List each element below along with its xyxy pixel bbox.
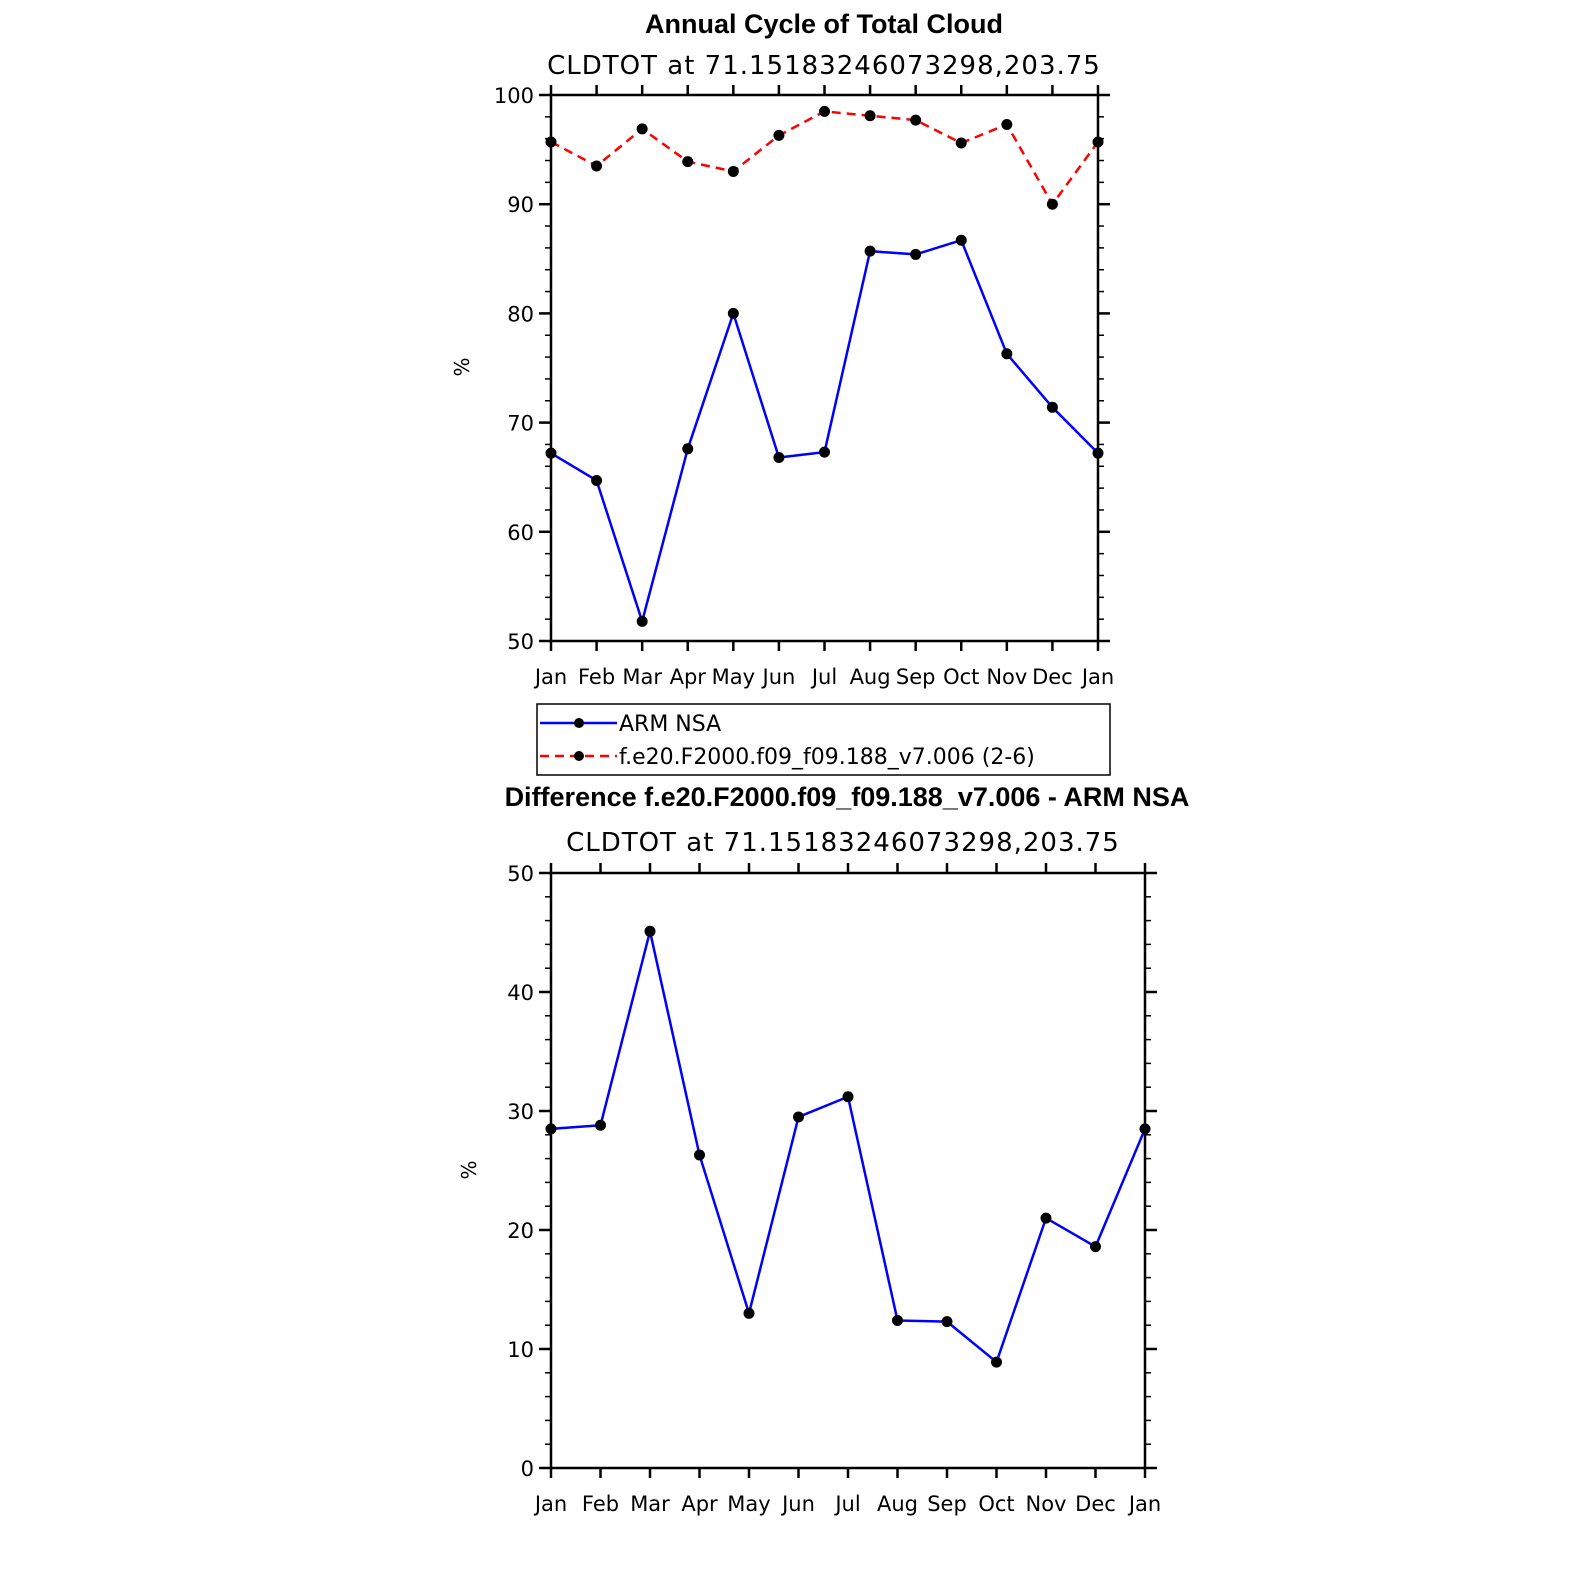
chart2-x-tick-label: Sep	[927, 1492, 967, 1516]
chart1-legend: ARM NSA f.e20.F2000.f09_f09.188_v7.006 (…	[536, 703, 1111, 776]
chart2-y-tick-label: 10	[507, 1338, 534, 1362]
chart1-plot-frame	[549, 93, 1100, 643]
chart1-series-1-point	[910, 114, 922, 126]
chart1-series-1-point	[727, 165, 739, 177]
chart1-series-1-point	[773, 129, 785, 141]
chart2-y-tick-label: 30	[507, 1100, 534, 1124]
chart1-x-tick-label: Nov	[986, 665, 1027, 689]
legend-label-arm-nsa: ARM NSA	[619, 712, 721, 737]
chart2-series-0-point	[991, 1356, 1002, 1368]
chart2-x-tick-label: Oct	[978, 1492, 1014, 1516]
chart1-series-0-point	[1092, 447, 1104, 459]
chart1-series-0-point	[682, 443, 694, 455]
chart1-series-1-point	[1092, 136, 1104, 148]
legend-marker-model	[574, 751, 584, 761]
chart2-y-tick-label: 50	[507, 862, 534, 886]
chart2-series-0-point	[595, 1119, 606, 1131]
chart2-y-tick-label: 20	[507, 1219, 534, 1243]
chart1-series-1-point	[591, 160, 603, 172]
chart1-y-tick-label: 70	[507, 412, 534, 436]
chart2-series-0-point	[694, 1149, 705, 1161]
chart1-series-1-point	[955, 137, 967, 149]
chart2-x-tick-label: Apr	[681, 1492, 718, 1516]
chart1-y-tick-label: 60	[507, 521, 534, 545]
chart1-x-tick-label: May	[712, 665, 755, 689]
chart2-plot: Jan Feb Mar Apr May Jun Jul Aug Sep Oct Nov Dec Jan 0…	[507, 862, 1161, 1516]
chart2-title: Difference f.e20.F2000.f09_f09.188_v7.00…	[505, 782, 1190, 812]
chart1-series-1-point	[682, 156, 694, 168]
legend-label-model: f.e20.F2000.f09_f09.188_v7.006 (2-6)	[619, 745, 1035, 770]
chart2-plot-frame	[549, 871, 1147, 1470]
chart1-series-0-point	[545, 447, 557, 459]
chart2-x-tick-label: Mar	[630, 1492, 670, 1516]
chart2-series-0-line	[550, 930, 1147, 1364]
chart1-series-0-point	[1046, 401, 1058, 413]
chart1-series-1-point	[1046, 198, 1058, 210]
chart1-plot: Jan Feb Mar Apr May Jun Jul Aug Sep Oct Nov Dec Jan 5…	[494, 84, 1114, 689]
chart2-y-axis-label: %	[457, 1160, 481, 1179]
chart1-y-axis-label: %	[450, 357, 474, 376]
chart1-x-tick-label: Jan	[1080, 665, 1114, 689]
chart2-series-0-point	[842, 1091, 854, 1103]
chart1-x-tick-label: Feb	[578, 665, 615, 689]
chart2-x-tick-label: Jun	[780, 1492, 815, 1516]
chart1-x-tick-label: Jan	[533, 665, 567, 689]
chart2-x-tick-label: Jul	[833, 1492, 860, 1516]
chart1-x-tick-label: Sep	[896, 665, 936, 689]
chart2-x-tick-label: May	[727, 1492, 770, 1516]
chart1-series-0-point	[773, 452, 785, 464]
chart1-title: Annual Cycle of Total Cloud	[645, 9, 1003, 39]
chart2-subtitle: CLDTOT at 71.15183246073298,203.75	[566, 828, 1120, 858]
chart2-x-tick-label: Nov	[1026, 1492, 1067, 1516]
chart1-series-0-point	[910, 248, 922, 260]
chart1-series-1-point	[1001, 118, 1013, 130]
chart1-series-0-point	[591, 474, 603, 486]
chart1-y-tick-label: 90	[507, 193, 534, 217]
chart2-series-0-point	[1139, 1123, 1151, 1135]
chart2-series-0-point	[644, 925, 656, 937]
chart1-x-tick-label: Dec	[1032, 665, 1073, 689]
chart2-y-tick-label: 40	[507, 981, 534, 1005]
chart2-x-tick-label: Jan	[533, 1492, 567, 1516]
chart2-x-tick-label: Dec	[1075, 1492, 1116, 1516]
chart1-series-0-point	[636, 615, 648, 627]
chart1-x-tick-label: Jun	[761, 665, 796, 689]
chart1-series-0-point	[819, 446, 830, 458]
chart2-series-0-point	[793, 1111, 804, 1123]
chart1-series-1-point	[819, 105, 830, 117]
chart2-series-0-point	[941, 1316, 953, 1328]
chart2-series-0-point	[743, 1307, 755, 1319]
chart1-x-tick-label: Jul	[810, 665, 837, 689]
legend-marker-arm-nsa	[574, 718, 584, 728]
chart1-series-1-point	[636, 123, 648, 135]
chart1-series-0-point	[1001, 348, 1013, 360]
chart1-series-1-point	[545, 136, 557, 148]
chart1-series-0-point	[727, 307, 739, 319]
chart1-subtitle: CLDTOT at 71.15183246073298,203.75	[547, 51, 1101, 81]
chart1-y-tick-label: 100	[494, 84, 534, 108]
chart1-y-tick-label: 50	[507, 630, 534, 654]
chart1-series-0-point	[864, 245, 876, 257]
chart1-y-tick-label: 80	[507, 302, 534, 326]
chart2-series-0-point	[545, 1123, 557, 1135]
chart1-x-tick-label: Apr	[670, 665, 707, 689]
chart1-x-tick-label: Mar	[622, 665, 662, 689]
chart1-x-tick-label: Aug	[850, 665, 891, 689]
chart2-x-tick-label: Jan	[1127, 1492, 1161, 1516]
chart1-series-1-point	[864, 110, 876, 122]
chart2-series-0-point	[892, 1314, 903, 1326]
chart2-series-0-point	[1040, 1212, 1052, 1224]
chart2-x-tick-label: Feb	[582, 1492, 619, 1516]
chart1-series-1-line	[550, 110, 1100, 206]
chart1-series-0-line	[550, 238, 1099, 623]
legend-box	[536, 703, 1111, 776]
chart2-y-tick-label: 0	[521, 1457, 534, 1481]
chart1-series-0-point	[955, 234, 967, 246]
chart1-x-tick-label: Oct	[943, 665, 979, 689]
chart2-x-tick-label: Aug	[877, 1492, 918, 1516]
chart2-series-0-point	[1090, 1241, 1101, 1253]
